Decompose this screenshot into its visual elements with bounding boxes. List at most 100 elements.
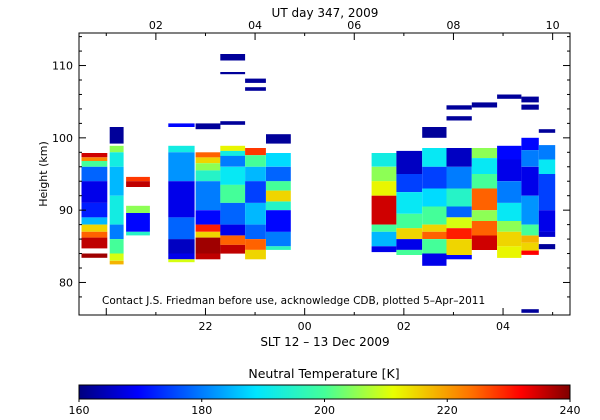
cell-c10-s7	[422, 239, 447, 254]
cell-c4-s10	[195, 253, 221, 260]
cell-c12-s6	[471, 221, 498, 236]
cell-c7-s8	[266, 246, 291, 250]
cell-c6-s7	[245, 224, 266, 240]
colorbar-ticks: 160 180 200 220 240	[69, 399, 581, 417]
cell-c14-s4	[521, 166, 539, 196]
cell-c0-s3	[81, 166, 108, 182]
top-tick-label-04: 04	[248, 19, 262, 32]
cell-c1-s2	[109, 152, 124, 167]
top-tick-label-06: 06	[347, 19, 361, 32]
cell-c12-s2	[471, 158, 498, 174]
cell-c11-s5	[446, 206, 472, 218]
cell-c14-s7	[521, 235, 539, 243]
cell-c10-s6	[422, 231, 447, 239]
cell-c10-s2	[422, 166, 447, 189]
cell-c12-s0	[471, 102, 498, 108]
y-tick-label-80: 80	[59, 276, 73, 289]
cell-c7-s6	[266, 210, 291, 232]
y-tick-label-90: 90	[59, 204, 73, 217]
cell-c0-s5	[81, 202, 108, 218]
cell-c9-s2	[396, 192, 423, 214]
cell-c11-s1	[446, 116, 472, 121]
cell-c15-s5	[538, 231, 556, 237]
cell-c3-s1	[168, 145, 195, 153]
y-tick-label-100: 100	[52, 132, 73, 145]
cell-c9-s1	[396, 174, 423, 193]
cell-c0-s1	[81, 157, 108, 161]
cell-c4-s0	[195, 123, 221, 130]
top-axis: 02 04 06 08 10	[105, 19, 560, 40]
cell-c1-s3	[109, 166, 124, 196]
cell-c5-s8	[220, 202, 246, 225]
cell-c4-s9	[195, 237, 221, 254]
cell-c4-s2	[195, 157, 221, 164]
cell-c3-s2	[168, 152, 195, 182]
cell-c0-s2	[81, 161, 108, 167]
cell-c4-s7	[195, 224, 221, 232]
cell-c10-s0	[422, 127, 447, 138]
cell-c2-s2	[126, 205, 150, 213]
cell-c14-s8	[521, 242, 539, 251]
cell-c5-s2	[220, 121, 246, 125]
colorbar-label: Neutral Temperature [K]	[248, 366, 399, 381]
colorbar-tick-label-160: 160	[69, 404, 90, 417]
cell-c11-s0	[446, 105, 472, 110]
cell-c7-s4	[266, 190, 291, 202]
cell-c14-s10	[521, 309, 539, 313]
cell-c3-s7	[168, 259, 195, 263]
cell-c8-s1	[371, 166, 397, 182]
cell-c14-s0	[521, 96, 539, 103]
cell-c6-s8	[245, 239, 266, 250]
cell-c4-s4	[195, 170, 221, 182]
cell-c11-s4	[446, 188, 472, 207]
cell-c13-s5	[497, 221, 522, 232]
cell-c15-s4	[538, 210, 556, 232]
cell-c0-s6	[81, 217, 108, 225]
cell-c0-s10	[81, 253, 108, 258]
cell-c6-s9	[245, 249, 266, 260]
cell-c0-s9	[81, 237, 108, 249]
cell-c4-s6	[195, 210, 221, 225]
y-tick-label-110: 110	[52, 60, 73, 73]
annotation: Contact J.S. Friedman before use, acknow…	[102, 295, 485, 307]
cell-c7-s1	[266, 153, 291, 167]
bottom-tick-label-22: 22	[198, 320, 212, 333]
cell-c15-s1	[538, 145, 556, 160]
bottom-tick-label-00: 00	[298, 320, 312, 333]
cell-c1-s6	[109, 239, 124, 254]
cell-c4-s3	[195, 163, 221, 171]
cell-c7-s3	[266, 181, 291, 191]
cell-c0-s7	[81, 224, 108, 232]
cell-c7-s2	[266, 166, 291, 182]
cell-c2-s1	[126, 181, 150, 187]
cell-c12-s1	[471, 148, 498, 159]
cell-c10-s4	[422, 206, 447, 225]
cell-c11-s9	[446, 255, 472, 260]
bottom-axis-label: SLT 12 – 13 Dec 2009	[260, 335, 389, 349]
top-tick-label-08: 08	[446, 19, 460, 32]
cell-c4-s1	[195, 152, 221, 158]
cell-c1-s1	[109, 145, 124, 153]
cell-c3-s0	[168, 123, 195, 127]
cell-c5-s0	[220, 54, 246, 61]
cell-c5-s7	[220, 184, 246, 203]
cell-c8-s3	[371, 195, 397, 225]
colorbar-tick-label-240: 240	[560, 404, 581, 417]
cell-c7-s7	[266, 231, 291, 247]
cell-c1-s0	[109, 127, 124, 144]
cell-c1-s4	[109, 195, 124, 225]
cell-c6-s3	[245, 155, 266, 167]
cell-c14-s9	[521, 250, 539, 255]
cell-c4-s5	[195, 181, 221, 211]
cell-c14-s6	[521, 224, 539, 236]
cell-c9-s5	[396, 239, 423, 250]
cell-c11-s3	[446, 166, 472, 189]
cell-c8-s5	[371, 231, 397, 247]
cell-c5-s10	[220, 235, 246, 245]
cell-c11-s8	[446, 239, 472, 255]
cell-c12-s7	[471, 235, 498, 250]
colorbar	[78, 384, 571, 400]
cell-c3-s6	[168, 253, 195, 260]
cell-c6-s6	[245, 202, 266, 225]
